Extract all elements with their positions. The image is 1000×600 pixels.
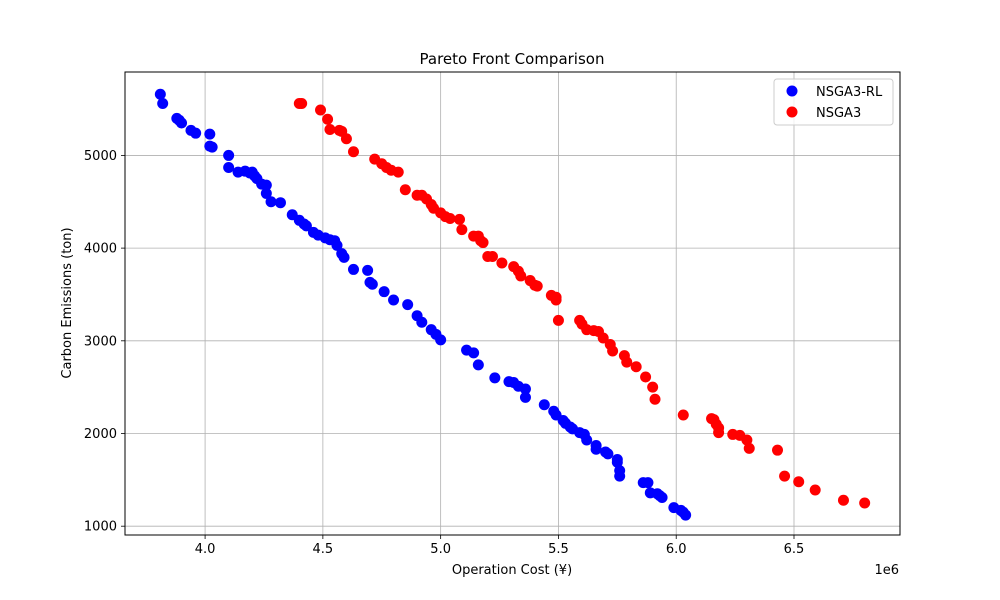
point-nsga3-rl: [338, 251, 350, 263]
axis-ticks: 4.0 4.5 5.0 5.5 6.0 6.5 1000 2000 3000 4000 5000: [84, 149, 804, 557]
point-nsga3-rl: [331, 239, 343, 251]
y-tick-label: 2000: [84, 427, 117, 442]
legend: NSGA3-RL NSGA3: [773, 78, 894, 126]
point-nsga3-rl: [157, 98, 169, 110]
point-nsga3: [647, 381, 659, 393]
point-nsga3: [859, 497, 871, 509]
point-nsga3-rl: [260, 179, 272, 191]
point-nsga3: [607, 345, 619, 357]
point-nsga3-rl: [176, 117, 188, 129]
point-nsga3: [456, 224, 468, 236]
point-nsga3: [713, 427, 725, 439]
point-nsga3: [296, 98, 308, 110]
point-nsga3-rl: [538, 399, 550, 411]
point-nsga3: [496, 257, 508, 269]
point-nsga3-rl: [204, 128, 216, 140]
point-nsga3: [444, 212, 456, 224]
y-tick-label: 3000: [84, 334, 117, 349]
y-tick-label: 1000: [84, 520, 117, 535]
point-nsga3-rl: [265, 196, 277, 208]
point-nsga3: [772, 444, 784, 456]
point-nsga3: [531, 280, 543, 292]
point-nsga3: [677, 409, 689, 421]
point-nsga3: [486, 250, 498, 262]
point-nsga3: [741, 434, 753, 446]
point-nsga3-rl: [388, 294, 400, 306]
point-nsga3-rl: [260, 187, 272, 199]
point-nsga3-rl: [347, 263, 359, 275]
point-nsga3-rl: [611, 456, 623, 468]
x-axis-label: Operation Cost (¥): [452, 563, 572, 578]
legend-label-nsga3-rl: NSGA3-RL: [816, 85, 883, 100]
point-nsga3-rl: [656, 491, 668, 503]
point-nsga3: [621, 356, 633, 368]
x-tick-label: 6.0: [666, 542, 687, 557]
point-nsga3: [552, 314, 564, 326]
point-nsga3: [453, 213, 465, 225]
point-nsga3-rl: [519, 383, 531, 395]
point-nsga3: [649, 393, 661, 405]
point-nsga3-rl: [206, 141, 218, 153]
point-nsga3-rl: [472, 359, 484, 371]
point-nsga3: [399, 184, 411, 196]
x-tick-label: 5.0: [430, 542, 451, 557]
point-nsga3: [550, 294, 562, 306]
point-nsga3: [793, 476, 805, 488]
point-nsga3: [477, 237, 489, 249]
point-nsga3-rl: [154, 88, 166, 100]
legend-box: [773, 78, 894, 126]
point-nsga3-rl: [274, 197, 286, 209]
y-axis-label: Carbon Emissions (ton): [60, 227, 75, 378]
y-tick-label: 4000: [84, 242, 117, 257]
point-nsga3-rl: [614, 470, 626, 482]
point-nsga3-rl: [468, 347, 480, 359]
point-nsga3-rl: [519, 391, 531, 403]
point-nsga3: [324, 123, 336, 135]
point-nsga3-rl: [223, 149, 235, 161]
point-nsga3: [515, 270, 527, 282]
point-nsga3-rl: [489, 372, 501, 384]
point-nsga3-rl: [642, 477, 654, 489]
legend-label-nsga3: NSGA3: [816, 106, 861, 121]
point-nsga3: [347, 146, 359, 158]
data-points: [154, 88, 871, 521]
y-tick-label: 5000: [84, 149, 117, 164]
point-nsga3-rl: [581, 434, 593, 446]
point-nsga3: [322, 113, 334, 125]
point-nsga3-rl: [190, 127, 202, 139]
grid: [125, 72, 900, 535]
x-tick-label: 5.5: [548, 542, 569, 557]
point-nsga3: [630, 361, 642, 373]
point-nsga3-rl: [602, 448, 614, 460]
point-nsga3-rl: [378, 286, 390, 298]
point-nsga3-rl: [362, 264, 374, 276]
legend-marker-nsga3: [786, 106, 798, 118]
point-nsga3-rl: [366, 278, 378, 290]
point-nsga3: [837, 494, 849, 506]
x-tick-label: 4.0: [195, 542, 216, 557]
point-nsga3-rl: [590, 443, 602, 455]
legend-marker-nsga3-rl: [786, 85, 798, 97]
point-nsga3: [743, 442, 755, 454]
point-nsga3-rl: [416, 316, 428, 328]
plot-frame: [124, 71, 901, 536]
point-nsga3-rl: [223, 161, 235, 173]
point-nsga3-rl: [300, 220, 312, 232]
point-nsga3: [340, 133, 352, 145]
point-nsga3: [315, 104, 327, 116]
chart-title: Pareto Front Comparison: [420, 50, 605, 68]
point-nsga3-rl: [435, 334, 447, 346]
point-nsga3: [779, 470, 791, 482]
x-axis-offset-label: 1e6: [874, 563, 899, 578]
x-tick-label: 4.5: [313, 542, 334, 557]
point-nsga3: [809, 484, 821, 496]
point-nsga3: [640, 371, 652, 383]
point-nsga3: [392, 166, 404, 178]
x-tick-label: 6.5: [784, 542, 805, 557]
point-nsga3: [597, 332, 609, 344]
point-nsga3-rl: [680, 509, 692, 521]
point-nsga3-rl: [402, 299, 414, 311]
